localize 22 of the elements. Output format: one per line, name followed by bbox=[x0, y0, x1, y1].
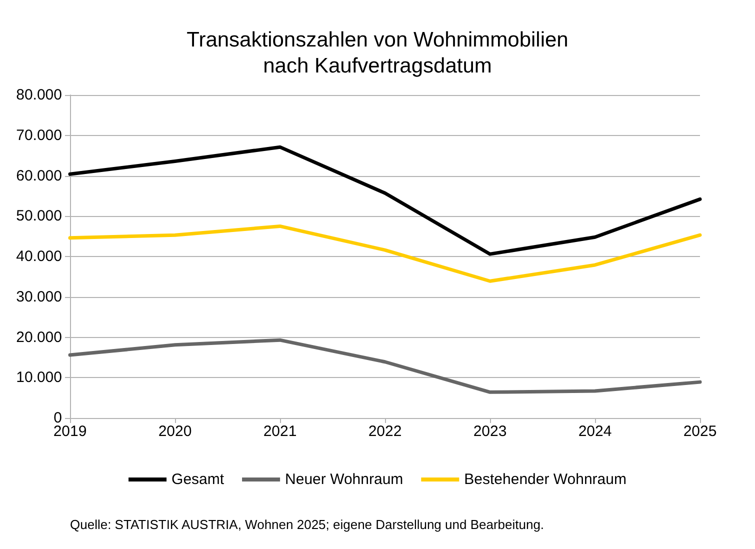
y-tick-label: 80.000 bbox=[16, 86, 62, 104]
legend-label: Bestehender Wohnraum bbox=[464, 471, 626, 488]
source-note: Quelle: STATISTIK AUSTRIA, Wohnen 2025; eigene Darstellung und Bearbeitung. bbox=[70, 517, 544, 532]
line-series bbox=[68, 145, 702, 256]
y-tick-label: 60.000 bbox=[16, 167, 62, 184]
y-tick-label: 20.000 bbox=[16, 328, 62, 346]
chart-title: Transaktionszahlen von Wohnimmobilien nach Kaufvertragsdatum bbox=[186, 28, 568, 78]
x-tick-label: 2020 bbox=[158, 423, 192, 440]
line-series bbox=[68, 224, 702, 283]
x-tick-label: 2023 bbox=[473, 423, 507, 440]
x-tick-label: 2021 bbox=[263, 423, 297, 440]
y-tick-label: 40.000 bbox=[16, 248, 62, 265]
y-tick-label: 50.000 bbox=[16, 208, 62, 225]
y-tick-label: 30.000 bbox=[16, 288, 62, 306]
y-tick-label: 10.000 bbox=[16, 369, 62, 386]
legend-label: Neuer Wohnraum bbox=[285, 471, 404, 488]
x-tick-label: 2025 bbox=[683, 423, 717, 440]
x-tick-label: 2024 bbox=[578, 423, 612, 440]
y-tick-label: 70.000 bbox=[16, 126, 62, 144]
x-tick-label: 2022 bbox=[368, 423, 402, 440]
legend-label: Gesamt bbox=[172, 471, 225, 488]
line-series bbox=[68, 338, 702, 394]
